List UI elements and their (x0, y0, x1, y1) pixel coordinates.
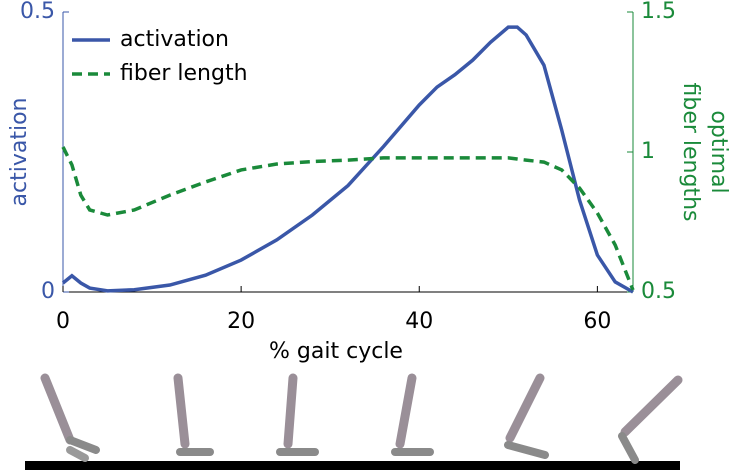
legend-label: activation (120, 27, 229, 52)
leg (173, 373, 214, 456)
series-line (61, 146, 635, 291)
x-axis-label: % gait cycle (269, 339, 403, 364)
leg-illustrations (25, 373, 683, 470)
y-tick-label: 0.5 (20, 0, 55, 24)
x-tick-label: 0 (56, 309, 70, 334)
leg (504, 373, 549, 459)
y2-tick-label: 0.5 (641, 279, 676, 304)
y2-tick-label: 1 (641, 139, 655, 164)
leg (40, 373, 100, 462)
y2-axis-label: fiber lengths (678, 83, 703, 222)
y-axis-label: activation (7, 98, 32, 207)
leg (618, 375, 683, 464)
series-line (61, 25, 634, 294)
x-tick-label: 40 (405, 309, 433, 334)
x-tick-label: 60 (583, 309, 611, 334)
y-tick-label: 0 (41, 279, 55, 304)
legend-label: fiber length (120, 61, 248, 86)
x-tick-label: 20 (227, 309, 255, 334)
y2-axis-label: optimal (706, 110, 731, 193)
leg (276, 373, 319, 456)
ground (25, 461, 680, 470)
y2-tick-label: 1.5 (641, 0, 676, 24)
leg (391, 373, 434, 456)
